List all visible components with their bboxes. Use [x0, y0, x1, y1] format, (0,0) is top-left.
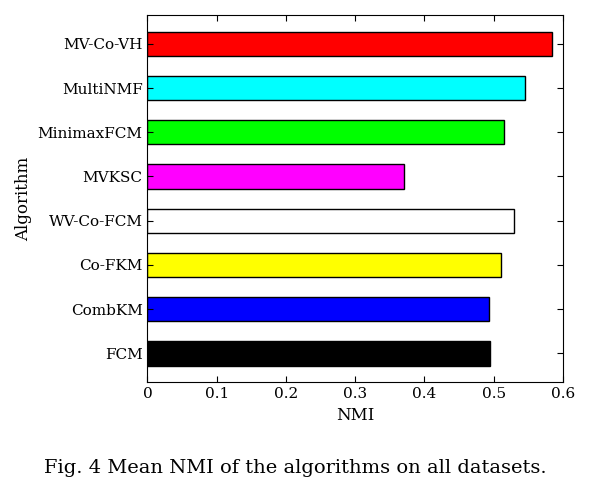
X-axis label: NMI: NMI [336, 407, 374, 424]
Text: Fig. 4 Mean NMI of the algorithms on all datasets.: Fig. 4 Mean NMI of the algorithms on all… [44, 459, 546, 477]
Bar [148, 76, 525, 100]
Bar [148, 164, 404, 188]
Bar [148, 253, 500, 277]
Bar [148, 341, 490, 365]
Bar [148, 32, 552, 56]
Bar [148, 209, 514, 233]
Y-axis label: Algorithm: Algorithm [15, 157, 32, 241]
Bar [148, 120, 504, 145]
Bar [148, 297, 489, 321]
